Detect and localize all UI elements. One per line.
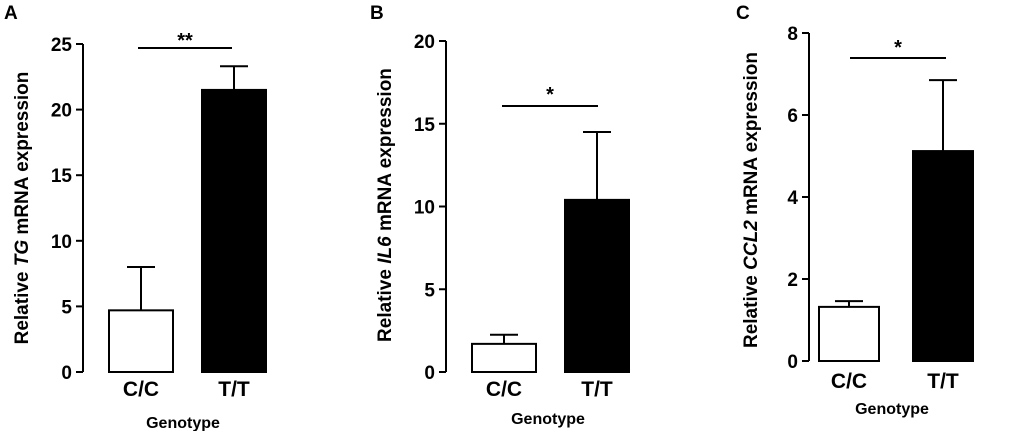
chart-a-category-label: T/T [218, 378, 250, 401]
chart-a-ytick-label: 25 [51, 35, 73, 56]
chart-b-significance-stars: * [546, 84, 554, 106]
chart-c-bar-cc [818, 305, 880, 363]
chart-a-x-axis-label: Genotype [146, 415, 220, 431]
chart-b-panel-letter: B [370, 3, 384, 24]
chart-b-bar-cc [471, 342, 537, 373]
chart-c-panel: C 0 2 4 6 8 C/C T/T Genotype Relative CCL2 mRNA e… [736, 3, 974, 418]
chart-c-ytick-label: 0 [787, 352, 798, 373]
chart-b-ytick-label: 0 [424, 363, 435, 384]
chart-c-ytick-label: 6 [787, 106, 798, 127]
chart-c-ytick-label: 4 [787, 188, 798, 209]
chart-b-ytick-label: 10 [414, 198, 435, 219]
chart-c-category-label: T/T [927, 370, 959, 393]
chart-a-ytick-label: 5 [61, 297, 72, 318]
chart-a-panel: A 0 5 10 15 20 25 C/C T/T Genotype Relative TG mRN… [4, 3, 267, 431]
chart-a-bar-tt [201, 88, 267, 373]
chart-b-ytick-label: 20 [414, 32, 435, 53]
chart-a-category-label: C/C [123, 378, 159, 401]
chart-b-bar-tt [564, 198, 630, 373]
chart-b-category-label: T/T [581, 378, 613, 401]
chart-c-category-label: C/C [831, 370, 867, 393]
chart-c-bar-tt [912, 150, 974, 362]
chart-c-ytick-label: 8 [787, 24, 798, 45]
chart-b-panel: B 0 5 10 15 20 C/C T/T Genotype Relative IL6 mRNA… [370, 3, 630, 428]
chart-a-significance-stars: ** [177, 30, 193, 52]
chart-c-significance-stars: * [894, 37, 902, 59]
chart-b-category-label: C/C [486, 378, 522, 401]
chart-a-bar-cc [108, 309, 174, 373]
chart-a-ytick-label: 15 [51, 166, 73, 187]
chart-a-panel-letter: A [4, 3, 18, 24]
chart-c-y-axis-label: Relative CCL2 mRNA expression [741, 52, 762, 348]
chart-b-x-axis-label: Genotype [511, 411, 585, 428]
chart-a-ytick-label: 0 [61, 363, 72, 384]
chart-c-x-axis-label: Genotype [855, 401, 929, 418]
chart-c-ytick-label: 2 [787, 270, 798, 291]
chart-c-panel-letter: C [736, 3, 750, 24]
chart-b-ytick-label: 5 [424, 280, 435, 301]
chart-b-ytick-label: 15 [414, 115, 436, 136]
chart-b-y-axis-label: Relative IL6 mRNA expression [375, 68, 396, 342]
chart-a-ytick-label: 10 [51, 232, 72, 253]
chart-a-y-axis-label: Relative TG mRNA expression [12, 72, 33, 345]
chart-a-ytick-label: 20 [51, 101, 72, 122]
